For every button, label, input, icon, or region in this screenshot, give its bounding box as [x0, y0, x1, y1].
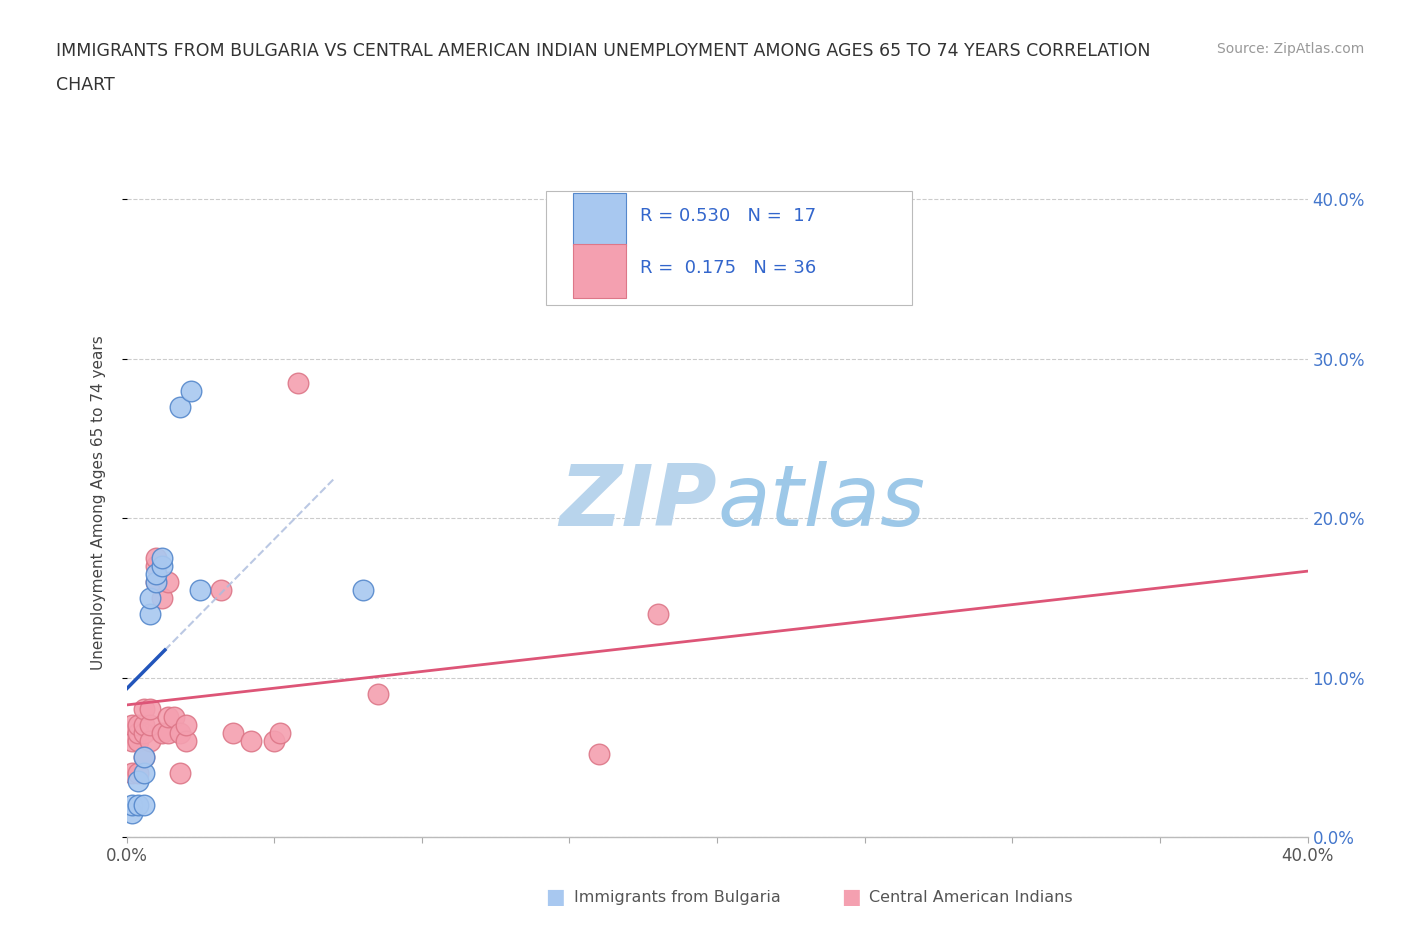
Point — [174, 734, 197, 749]
Point — [239, 734, 262, 749]
Text: atlas: atlas — [717, 460, 925, 544]
Point — [121, 798, 143, 813]
Text: R = 0.530   N =  17: R = 0.530 N = 17 — [640, 207, 817, 225]
Point — [145, 559, 167, 574]
Point — [134, 765, 156, 780]
Point — [150, 559, 173, 574]
Point — [156, 575, 179, 590]
FancyBboxPatch shape — [546, 191, 912, 305]
Point — [139, 702, 162, 717]
Point — [127, 718, 149, 733]
Point — [352, 582, 374, 597]
Point — [222, 726, 245, 741]
Point — [145, 575, 167, 590]
Text: Source: ZipAtlas.com: Source: ZipAtlas.com — [1216, 42, 1364, 56]
Text: ZIP: ZIP — [560, 460, 717, 544]
Point — [263, 734, 285, 749]
Point — [134, 702, 156, 717]
Point — [134, 726, 156, 741]
Point — [121, 765, 143, 780]
Point — [287, 375, 309, 390]
Point — [169, 765, 191, 780]
Point — [134, 718, 156, 733]
Point — [127, 734, 149, 749]
Point — [134, 798, 156, 813]
Point — [647, 606, 669, 621]
Text: CHART: CHART — [56, 76, 115, 94]
Point — [139, 718, 162, 733]
Point — [139, 606, 162, 621]
Point — [150, 551, 173, 565]
Point — [188, 582, 211, 597]
Point — [269, 726, 291, 741]
Point — [156, 726, 179, 741]
Point — [163, 710, 186, 724]
Point — [145, 575, 167, 590]
Point — [139, 591, 162, 605]
Text: Immigrants from Bulgaria: Immigrants from Bulgaria — [574, 890, 780, 905]
Bar — [574, 245, 626, 298]
Point — [127, 765, 149, 780]
Point — [174, 718, 197, 733]
Point — [169, 399, 191, 414]
Point — [127, 726, 149, 741]
Point — [366, 686, 388, 701]
Point — [121, 734, 143, 749]
Point — [121, 718, 143, 733]
Point — [139, 734, 162, 749]
Bar — [574, 193, 626, 246]
Y-axis label: Unemployment Among Ages 65 to 74 years: Unemployment Among Ages 65 to 74 years — [91, 335, 105, 670]
Text: IMMIGRANTS FROM BULGARIA VS CENTRAL AMERICAN INDIAN UNEMPLOYMENT AMONG AGES 65 T: IMMIGRANTS FROM BULGARIA VS CENTRAL AMER… — [56, 42, 1150, 60]
Text: ■: ■ — [546, 887, 565, 908]
Point — [156, 710, 179, 724]
Text: Central American Indians: Central American Indians — [869, 890, 1073, 905]
Point — [169, 726, 191, 741]
Text: ■: ■ — [841, 887, 860, 908]
Point — [209, 582, 232, 597]
Point — [145, 551, 167, 565]
Point — [150, 726, 173, 741]
Point — [180, 383, 202, 398]
Point — [145, 566, 167, 581]
Point — [121, 805, 143, 820]
Point — [150, 591, 173, 605]
Point — [134, 750, 156, 764]
Point — [134, 750, 156, 764]
Text: R =  0.175   N = 36: R = 0.175 N = 36 — [640, 259, 817, 277]
Point — [588, 747, 610, 762]
Point — [127, 774, 149, 789]
Point — [127, 798, 149, 813]
